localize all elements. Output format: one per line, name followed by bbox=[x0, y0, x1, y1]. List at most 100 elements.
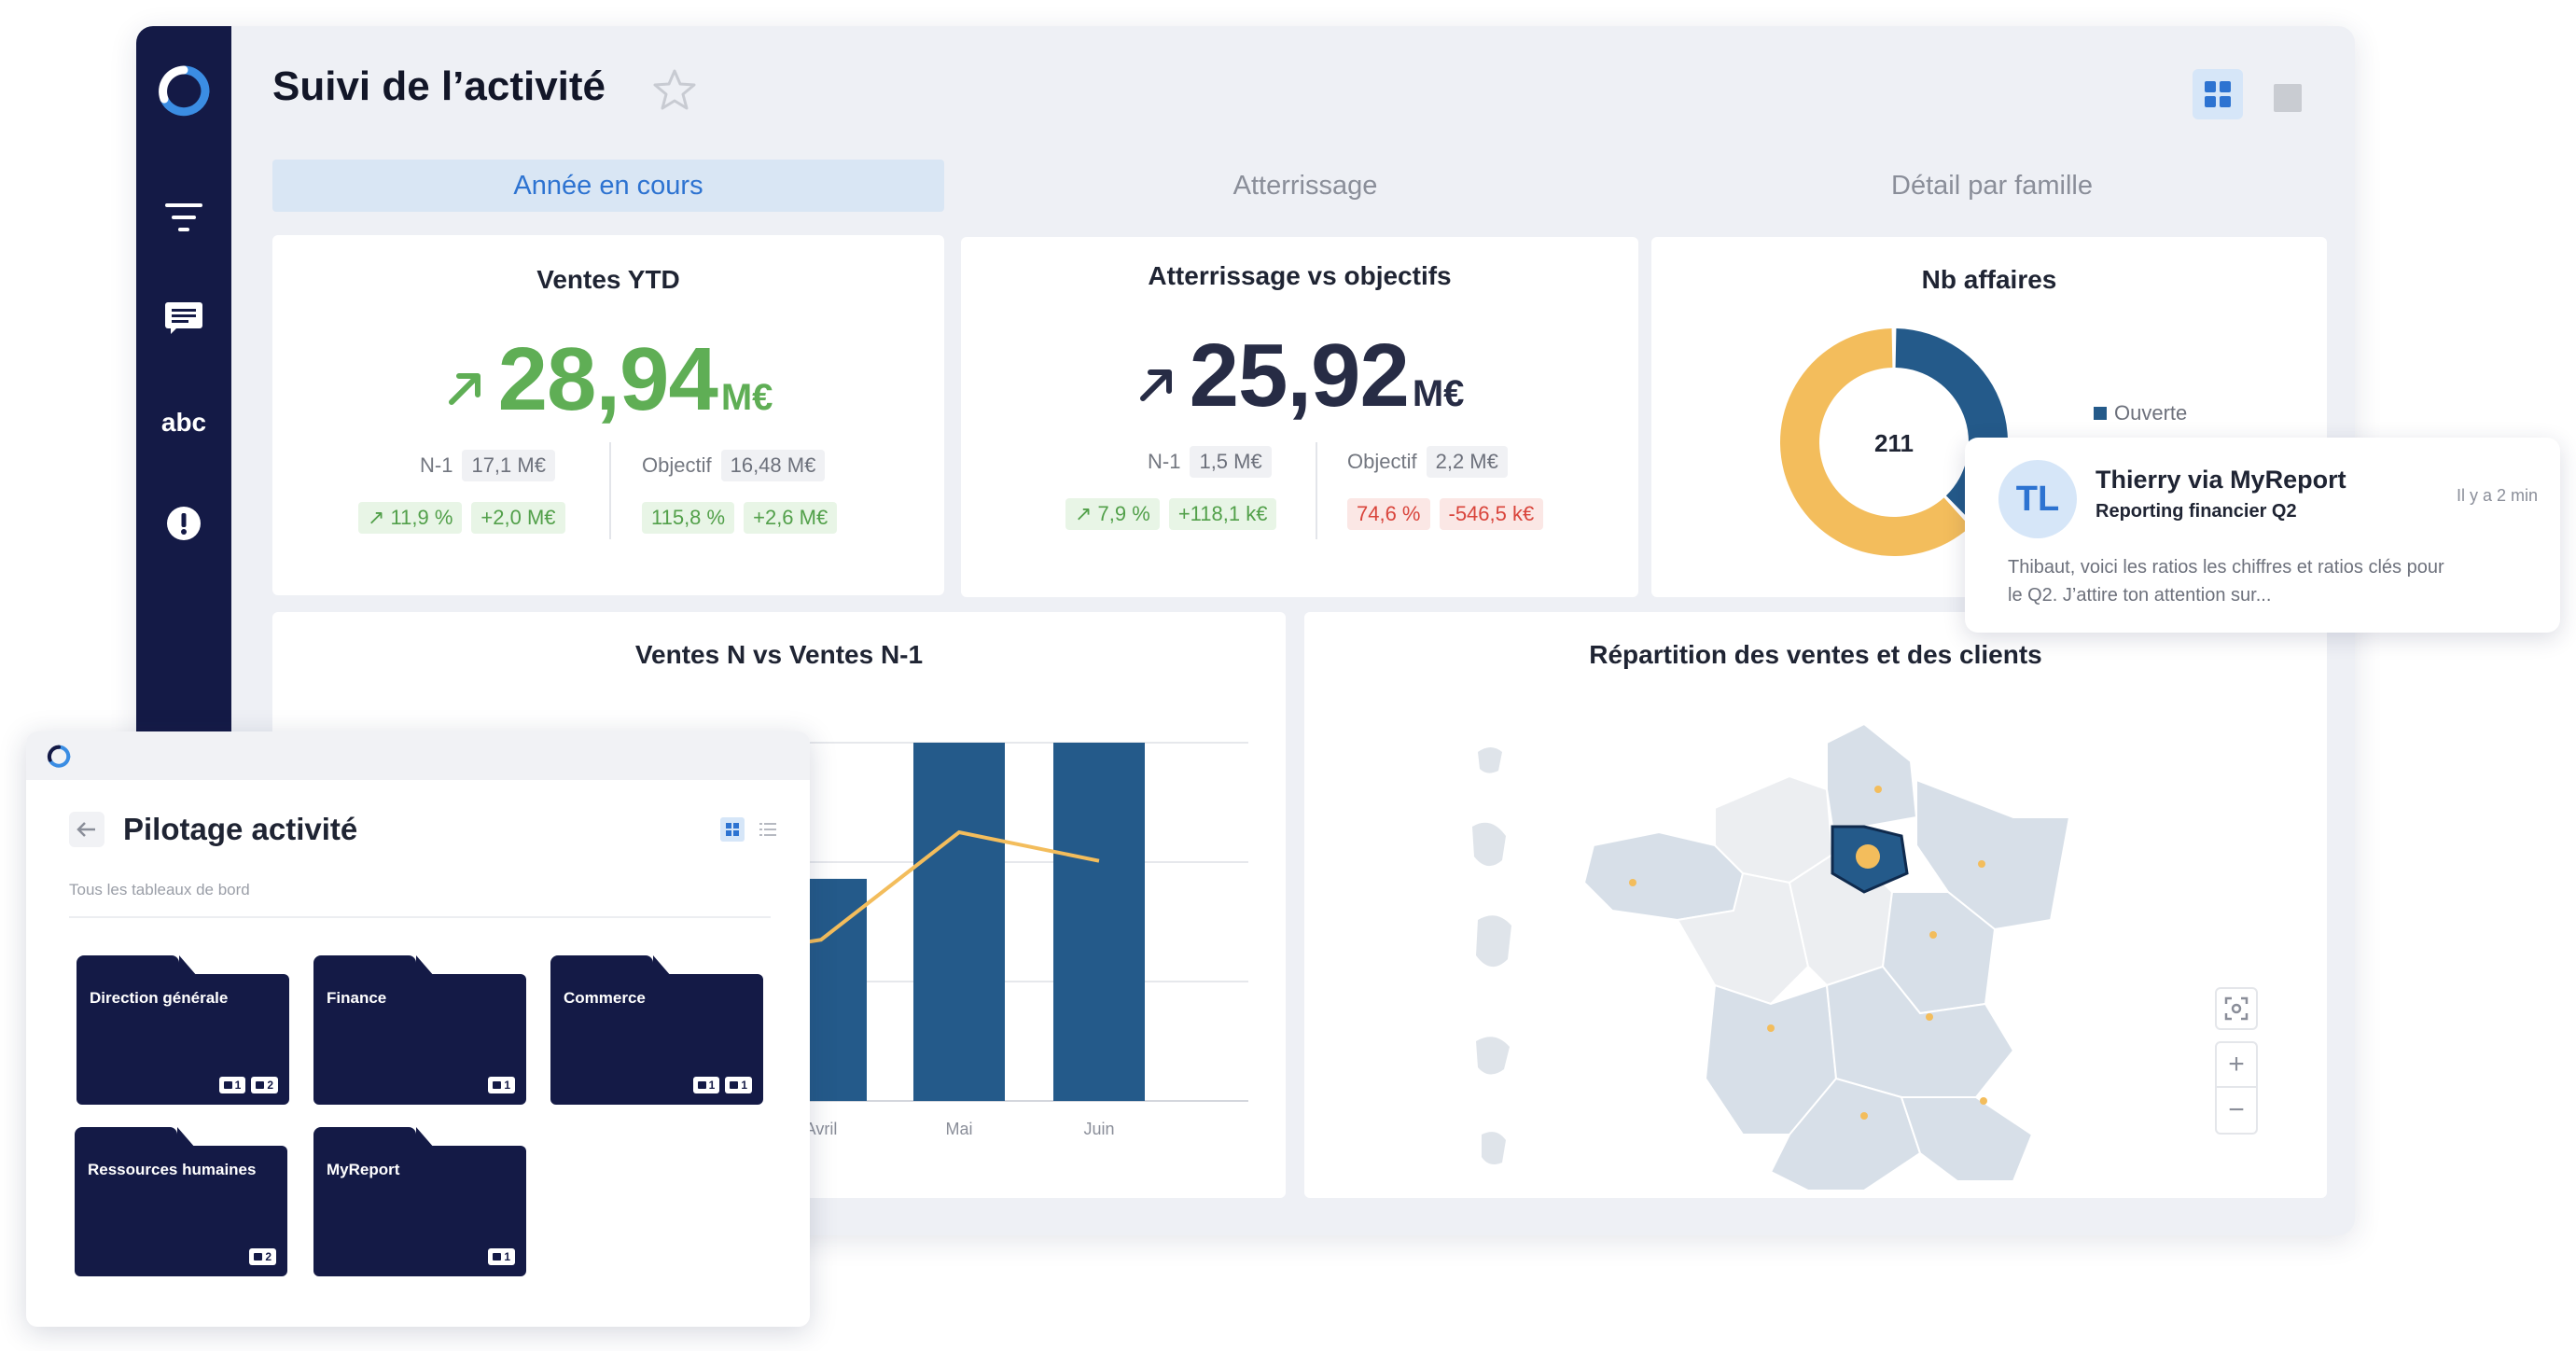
trend-up-icon bbox=[1139, 369, 1172, 401]
window-titlebar bbox=[26, 731, 810, 780]
kpi-unit: M€ bbox=[720, 377, 773, 418]
zoom-in-button[interactable]: + bbox=[2217, 1043, 2256, 1088]
map-marker[interactable] bbox=[1978, 860, 1985, 868]
folder-name: Ressources humaines bbox=[88, 1161, 257, 1178]
grid-view-button[interactable] bbox=[2193, 69, 2243, 119]
map-island bbox=[1472, 822, 1506, 867]
tab-atterrissage[interactable]: Atterrissage bbox=[1232, 170, 1378, 201]
zoom-out-button[interactable]: − bbox=[2228, 1094, 2245, 1125]
n1-deltas: ↗ 11,9 % +2,0 M€ bbox=[358, 502, 565, 534]
bar-mai[interactable] bbox=[913, 743, 1005, 1101]
map-marker[interactable] bbox=[1767, 1024, 1775, 1032]
legend-item-ouverte[interactable]: Ouverte bbox=[2094, 401, 2187, 425]
map-region-grand-est[interactable] bbox=[1915, 778, 2071, 931]
ventes-ytd-card: Ventes YTD 28,94 M€ N-1 17,1 M€ Objectif… bbox=[272, 235, 944, 595]
filter-icon[interactable] bbox=[136, 194, 231, 241]
folder-direction-generale[interactable]: Direction générale 1 2 bbox=[77, 955, 289, 1105]
objectif-value: 16,48 M€ bbox=[720, 450, 826, 481]
folder-ressources-humaines[interactable]: Ressources humaines 2 bbox=[75, 1127, 287, 1276]
text-abc-icon[interactable]: abc bbox=[160, 408, 207, 437]
favorite-star-icon[interactable] bbox=[653, 69, 696, 115]
list-view-button[interactable] bbox=[759, 821, 776, 843]
notification-time: Il y a 2 min bbox=[2456, 486, 2538, 505]
grid-icon bbox=[2205, 81, 2231, 107]
card-title: Atterrissage vs objectifs bbox=[1148, 261, 1452, 290]
n1-delta-badge: +2,0 M€ bbox=[471, 502, 565, 534]
map-card: Répartition des ventes et des clients bbox=[1304, 612, 2327, 1198]
legend-swatch bbox=[2094, 407, 2107, 420]
objectif-deltas: 74,6 % -546,5 k€ bbox=[1347, 498, 1544, 530]
folder-finance[interactable]: Finance 1 bbox=[313, 955, 526, 1105]
card-title: Répartition des ventes et des clients bbox=[1589, 640, 2042, 669]
report-count-badge: 1 bbox=[692, 1077, 720, 1093]
kpi-value: 28,94 M€ bbox=[272, 328, 944, 431]
logo-icon[interactable] bbox=[136, 63, 231, 119]
map-marker[interactable] bbox=[1860, 1112, 1868, 1120]
dashboard-count-badge: 1 bbox=[488, 1077, 515, 1093]
legend-label: Ouverte bbox=[2114, 401, 2188, 425]
badge-count: 1 bbox=[708, 1079, 716, 1092]
n1-pct: 11,9 % bbox=[390, 506, 453, 529]
n1-row: N-1 17,1 M€ bbox=[420, 450, 555, 481]
badge-count: 2 bbox=[265, 1250, 272, 1263]
folder-badges: 1 bbox=[488, 1077, 515, 1093]
bar-juin[interactable] bbox=[1053, 743, 1145, 1101]
single-view-button[interactable] bbox=[2274, 84, 2302, 112]
n1-pct: 7,9 % bbox=[1097, 502, 1150, 525]
map-region-paca[interactable] bbox=[1900, 1096, 2034, 1182]
map-marker[interactable] bbox=[1874, 786, 1882, 793]
n1-delta-badge: +118,1 k€ bbox=[1168, 498, 1277, 530]
divider bbox=[1316, 442, 1317, 539]
report-icon bbox=[223, 1081, 232, 1089]
badge-count: 2 bbox=[267, 1079, 273, 1092]
kpi-value: 25,92 M€ bbox=[961, 325, 1638, 427]
dashboard-icon bbox=[256, 1081, 265, 1089]
comment-icon[interactable] bbox=[136, 295, 231, 341]
alert-icon[interactable] bbox=[136, 500, 231, 547]
map-marker[interactable] bbox=[1926, 1013, 1933, 1021]
badge-count: 1 bbox=[741, 1079, 747, 1092]
map-region-occitanie[interactable] bbox=[1769, 1077, 1922, 1191]
dashboard-count-badge: 2 bbox=[249, 1248, 276, 1265]
map-marker-ile-de-france[interactable] bbox=[1856, 844, 1880, 869]
badge-count: 1 bbox=[234, 1079, 242, 1092]
map-zoom-controls: + − bbox=[2215, 1041, 2258, 1135]
map-island bbox=[1482, 1132, 1506, 1164]
notification-card[interactable]: TL Thierry via MyReport Reporting financ… bbox=[1965, 438, 2560, 633]
n1-value: 17,1 M€ bbox=[462, 450, 555, 481]
n1-label: N-1 bbox=[1148, 450, 1181, 473]
folder-name: Finance bbox=[327, 989, 387, 1007]
tab-detail-par-famille[interactable]: Détail par famille bbox=[1891, 170, 2093, 201]
notification-line-2: le Q2. J’attire ton attention sur... bbox=[2008, 585, 2272, 606]
card-title: Ventes YTD bbox=[536, 265, 680, 294]
objectif-label: Objectif bbox=[642, 453, 712, 477]
n1-row: N-1 1,5 M€ bbox=[1148, 446, 1272, 478]
x-tick-label: Avril bbox=[805, 1120, 838, 1138]
folder-badges: 1 2 bbox=[218, 1077, 278, 1093]
folder-myreport[interactable]: MyReport 1 bbox=[313, 1127, 526, 1276]
badge-count: 1 bbox=[504, 1250, 510, 1263]
tab-annee-en-cours[interactable]: Année en cours bbox=[272, 160, 944, 212]
list-icon bbox=[759, 823, 776, 836]
report-icon bbox=[697, 1081, 706, 1089]
dashboard-count-badge: 1 bbox=[725, 1077, 752, 1093]
objectif-pct-badge: 74,6 % bbox=[1347, 498, 1430, 530]
map-region-hauts-de-france[interactable] bbox=[1826, 722, 1918, 828]
objectif-value: 2,2 M€ bbox=[1426, 446, 1508, 478]
map-marker[interactable] bbox=[1929, 931, 1937, 939]
donut-slice-other[interactable] bbox=[1780, 328, 1970, 556]
france-map[interactable] bbox=[1304, 612, 2327, 1198]
logo-icon[interactable] bbox=[47, 745, 71, 769]
grid-icon bbox=[726, 823, 739, 836]
map-island bbox=[1478, 747, 1502, 773]
folder-commerce[interactable]: Commerce 1 1 bbox=[550, 955, 763, 1105]
back-button[interactable] bbox=[69, 812, 104, 847]
map-marker[interactable] bbox=[1629, 879, 1636, 886]
dashboard-icon bbox=[493, 1081, 502, 1089]
folder-badges: 1 1 bbox=[692, 1077, 752, 1093]
map-fit-button[interactable] bbox=[2215, 987, 2258, 1030]
map-marker[interactable] bbox=[1980, 1097, 1987, 1105]
grid-view-button[interactable] bbox=[720, 817, 745, 842]
notification-subject: Reporting financier Q2 bbox=[2096, 501, 2297, 522]
kpi-number: 25,92 bbox=[1189, 326, 1410, 425]
